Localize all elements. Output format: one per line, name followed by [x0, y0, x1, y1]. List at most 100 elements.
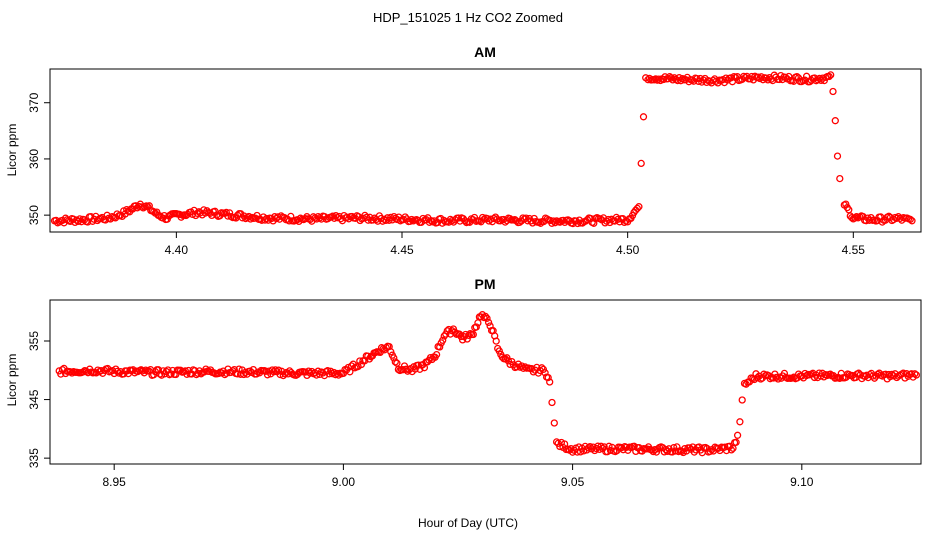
pm-data-point [393, 359, 401, 367]
am-data-point [677, 77, 685, 85]
am-xtick-label: 4.55 [842, 243, 866, 257]
am-data-point [781, 73, 790, 82]
am-xtick-label: 4.40 [165, 243, 189, 257]
pm-data-point [727, 446, 736, 454]
am-data-point [655, 75, 663, 83]
am-data-point [842, 200, 850, 208]
am-data-point [833, 152, 842, 160]
panel-pm-title: PM [475, 276, 496, 292]
am-data-point [478, 213, 487, 222]
am-data-point [829, 87, 837, 96]
am-ytick-label: 360 [27, 149, 41, 169]
pm-data-point [802, 371, 811, 380]
panel-am: AM Licor ppm 4.40 4.45 4.50 4.55 350 360 370 [5, 44, 922, 257]
pm-data-point [483, 314, 491, 322]
pm-xtick-label: 8.95 [102, 475, 126, 489]
panel-pm-points [55, 311, 921, 457]
pm-data-point [736, 418, 744, 426]
pm-data-point [356, 357, 364, 365]
am-data-point [145, 202, 153, 210]
pm-data-point [387, 348, 395, 356]
am-data-point [512, 217, 521, 225]
am-data-point [262, 214, 271, 223]
am-data-point [831, 117, 839, 125]
pm-xtick-label: 9.00 [332, 475, 356, 489]
pm-data-point [617, 444, 626, 452]
pm-data-point [263, 371, 272, 379]
am-data-point [88, 217, 97, 225]
pm-ytick-label: 335 [27, 448, 41, 468]
panel-am-ylabel: Licor ppm [5, 124, 19, 177]
pm-data-point [584, 444, 593, 452]
pm-data-point [760, 370, 768, 378]
pm-data-point [544, 373, 552, 382]
pm-ytick-label: 345 [27, 389, 41, 409]
am-data-point [369, 216, 377, 224]
am-data-point [908, 217, 916, 225]
am-data-point [401, 213, 409, 221]
pm-data-point [414, 361, 422, 369]
pm-data-point [643, 445, 651, 453]
am-data-point [762, 74, 770, 82]
am-data-point [635, 203, 643, 211]
pm-data-point [154, 366, 163, 374]
panel-pm-frame [49, 299, 922, 465]
am-data-point [150, 208, 158, 216]
pm-data-point [733, 431, 742, 439]
am-data-point [535, 218, 543, 226]
am-data-point [406, 217, 414, 225]
chart-title: HDP_151025 1 Hz CO2 Zoomed [373, 10, 563, 25]
pm-data-point [706, 447, 714, 456]
am-data-point [222, 208, 230, 217]
pm-data-point [57, 370, 65, 378]
am-xtick-label: 4.45 [390, 243, 414, 257]
am-data-point [620, 218, 629, 227]
am-data-point [551, 219, 559, 227]
pm-data-point [115, 369, 123, 377]
pm-ytick-label: 355 [27, 331, 41, 351]
pm-data-point [495, 347, 503, 355]
panel-am-ticks: 4.40 4.45 4.50 4.55 350 360 370 [27, 92, 865, 257]
panel-am-points [50, 71, 916, 228]
am-data-point [574, 219, 582, 228]
pm-data-point [732, 438, 740, 446]
pm-data-point [306, 369, 314, 377]
pm-data-point [472, 323, 480, 331]
pm-data-point [780, 369, 789, 378]
am-data-point [211, 207, 219, 215]
pm-data-point [548, 398, 556, 407]
pm-data-point [911, 370, 919, 378]
am-data-point [702, 78, 711, 87]
pm-data-point [205, 367, 213, 376]
am-data-point [793, 72, 801, 81]
pm-data-point [391, 358, 399, 366]
pm-data-point [516, 363, 524, 371]
am-data-point [722, 74, 730, 82]
am-data-point [193, 209, 201, 217]
pm-data-point [439, 336, 447, 344]
pm-data-point [480, 313, 488, 322]
pm-data-point [402, 365, 410, 373]
am-xtick-label: 4.50 [616, 243, 640, 257]
pm-data-point [79, 368, 87, 376]
pm-data-point [465, 331, 473, 340]
pm-data-point [912, 371, 921, 379]
pm-data-point [426, 353, 435, 362]
pm-data-point [576, 448, 585, 456]
panel-pm: PM Licor ppm 8.95 9.00 9.05 9.10 335 345 355 [5, 276, 922, 489]
pm-data-point [721, 443, 729, 451]
x-axis-label: Hour of Day (UTC) [418, 516, 518, 530]
pm-data-point [550, 419, 558, 427]
pm-data-point [504, 357, 513, 365]
pm-data-point [469, 330, 477, 339]
am-data-point [549, 217, 558, 225]
am-data-point [301, 215, 309, 223]
pm-data-point [390, 354, 398, 362]
pm-xtick-label: 9.10 [790, 475, 814, 489]
pm-data-point [484, 318, 493, 327]
am-data-point [825, 72, 833, 81]
am-data-point [851, 214, 859, 222]
pm-data-point [538, 364, 546, 372]
pm-data-point [436, 343, 444, 351]
am-data-point [712, 77, 720, 85]
